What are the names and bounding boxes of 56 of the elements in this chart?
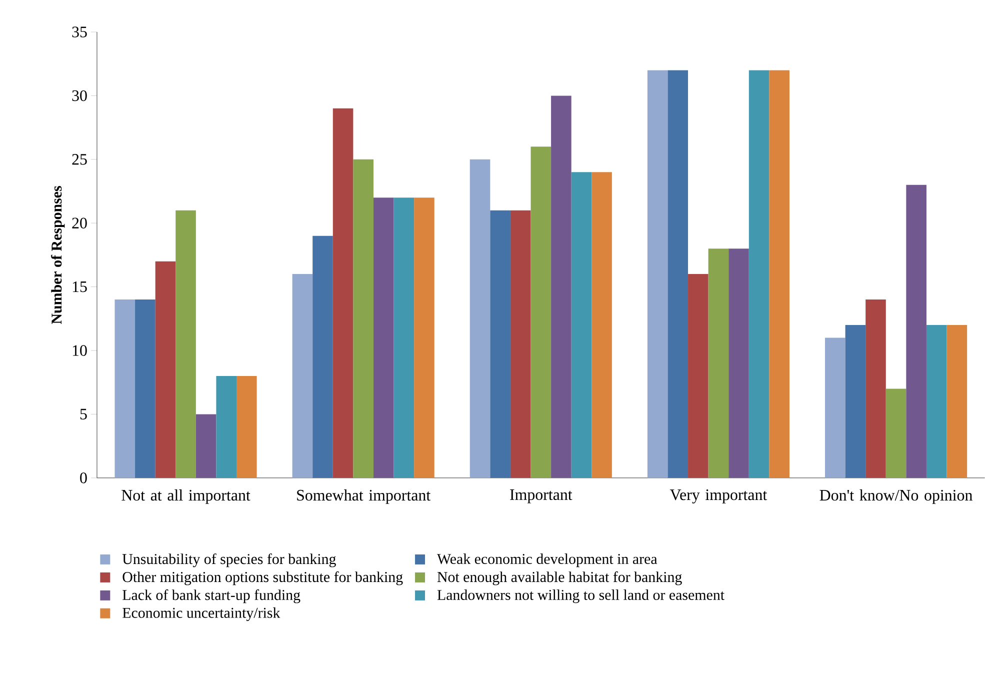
x-tick-label: Important	[510, 489, 572, 504]
bar	[176, 210, 196, 478]
legend-label: Unsuitability of species for banking	[122, 554, 336, 568]
y-tick-label: 25	[72, 154, 87, 165]
bar	[748, 70, 770, 478]
bar	[845, 325, 866, 478]
bar	[886, 388, 906, 478]
bar	[551, 96, 572, 478]
bar	[353, 159, 374, 478]
bar	[114, 300, 136, 478]
bar	[155, 261, 176, 478]
x-tick-label: Somewhat important	[297, 489, 431, 504]
legend-label: Other mitigation options substitute for banking	[122, 571, 403, 586]
bar	[394, 198, 414, 478]
y-tick-label: 5	[80, 408, 87, 420]
bar	[825, 338, 846, 478]
bar	[510, 210, 531, 478]
y-tick-label: 15	[72, 282, 87, 292]
bar	[373, 198, 394, 478]
legend-label: Weak economic development in area	[436, 554, 658, 568]
bar	[571, 172, 592, 478]
bar	[728, 248, 749, 478]
bar	[866, 300, 886, 478]
y-tick-label: 0	[80, 472, 87, 484]
y-tick-label: 30	[72, 90, 87, 102]
bar	[470, 159, 490, 478]
bar	[196, 414, 216, 478]
y-axis-title: Number of Responses	[50, 186, 65, 324]
y-tick-label: 20	[72, 218, 87, 229]
bar	[708, 248, 729, 478]
x-tick-label: Not at all important	[122, 489, 250, 504]
bar	[647, 70, 668, 478]
bar	[530, 146, 552, 478]
bar	[236, 376, 257, 478]
bar	[414, 198, 434, 478]
bar	[592, 172, 612, 478]
bar	[292, 274, 313, 478]
x-tick-label: Don't know/No opinion	[820, 489, 972, 504]
bar	[668, 70, 688, 478]
bar	[769, 70, 790, 478]
legend-label: Lack of bank start-up funding	[122, 589, 300, 604]
bar	[926, 325, 947, 478]
x-tick-label: Very important	[670, 489, 768, 504]
legend-label: Not enough available habitat for banking	[437, 571, 682, 586]
legend-label: Landowners not willing to sell land or easement	[437, 590, 724, 604]
bar	[312, 236, 333, 478]
y-tick-label: 35	[72, 26, 87, 38]
bar	[490, 210, 510, 478]
legend-label: Economic uncertainty/risk	[122, 607, 280, 622]
bar	[332, 108, 354, 478]
bar	[946, 325, 968, 478]
bar	[906, 184, 926, 478]
bar	[135, 300, 156, 478]
bar	[216, 376, 236, 478]
bar	[688, 274, 708, 478]
y-tick-label: 10	[72, 345, 87, 356]
